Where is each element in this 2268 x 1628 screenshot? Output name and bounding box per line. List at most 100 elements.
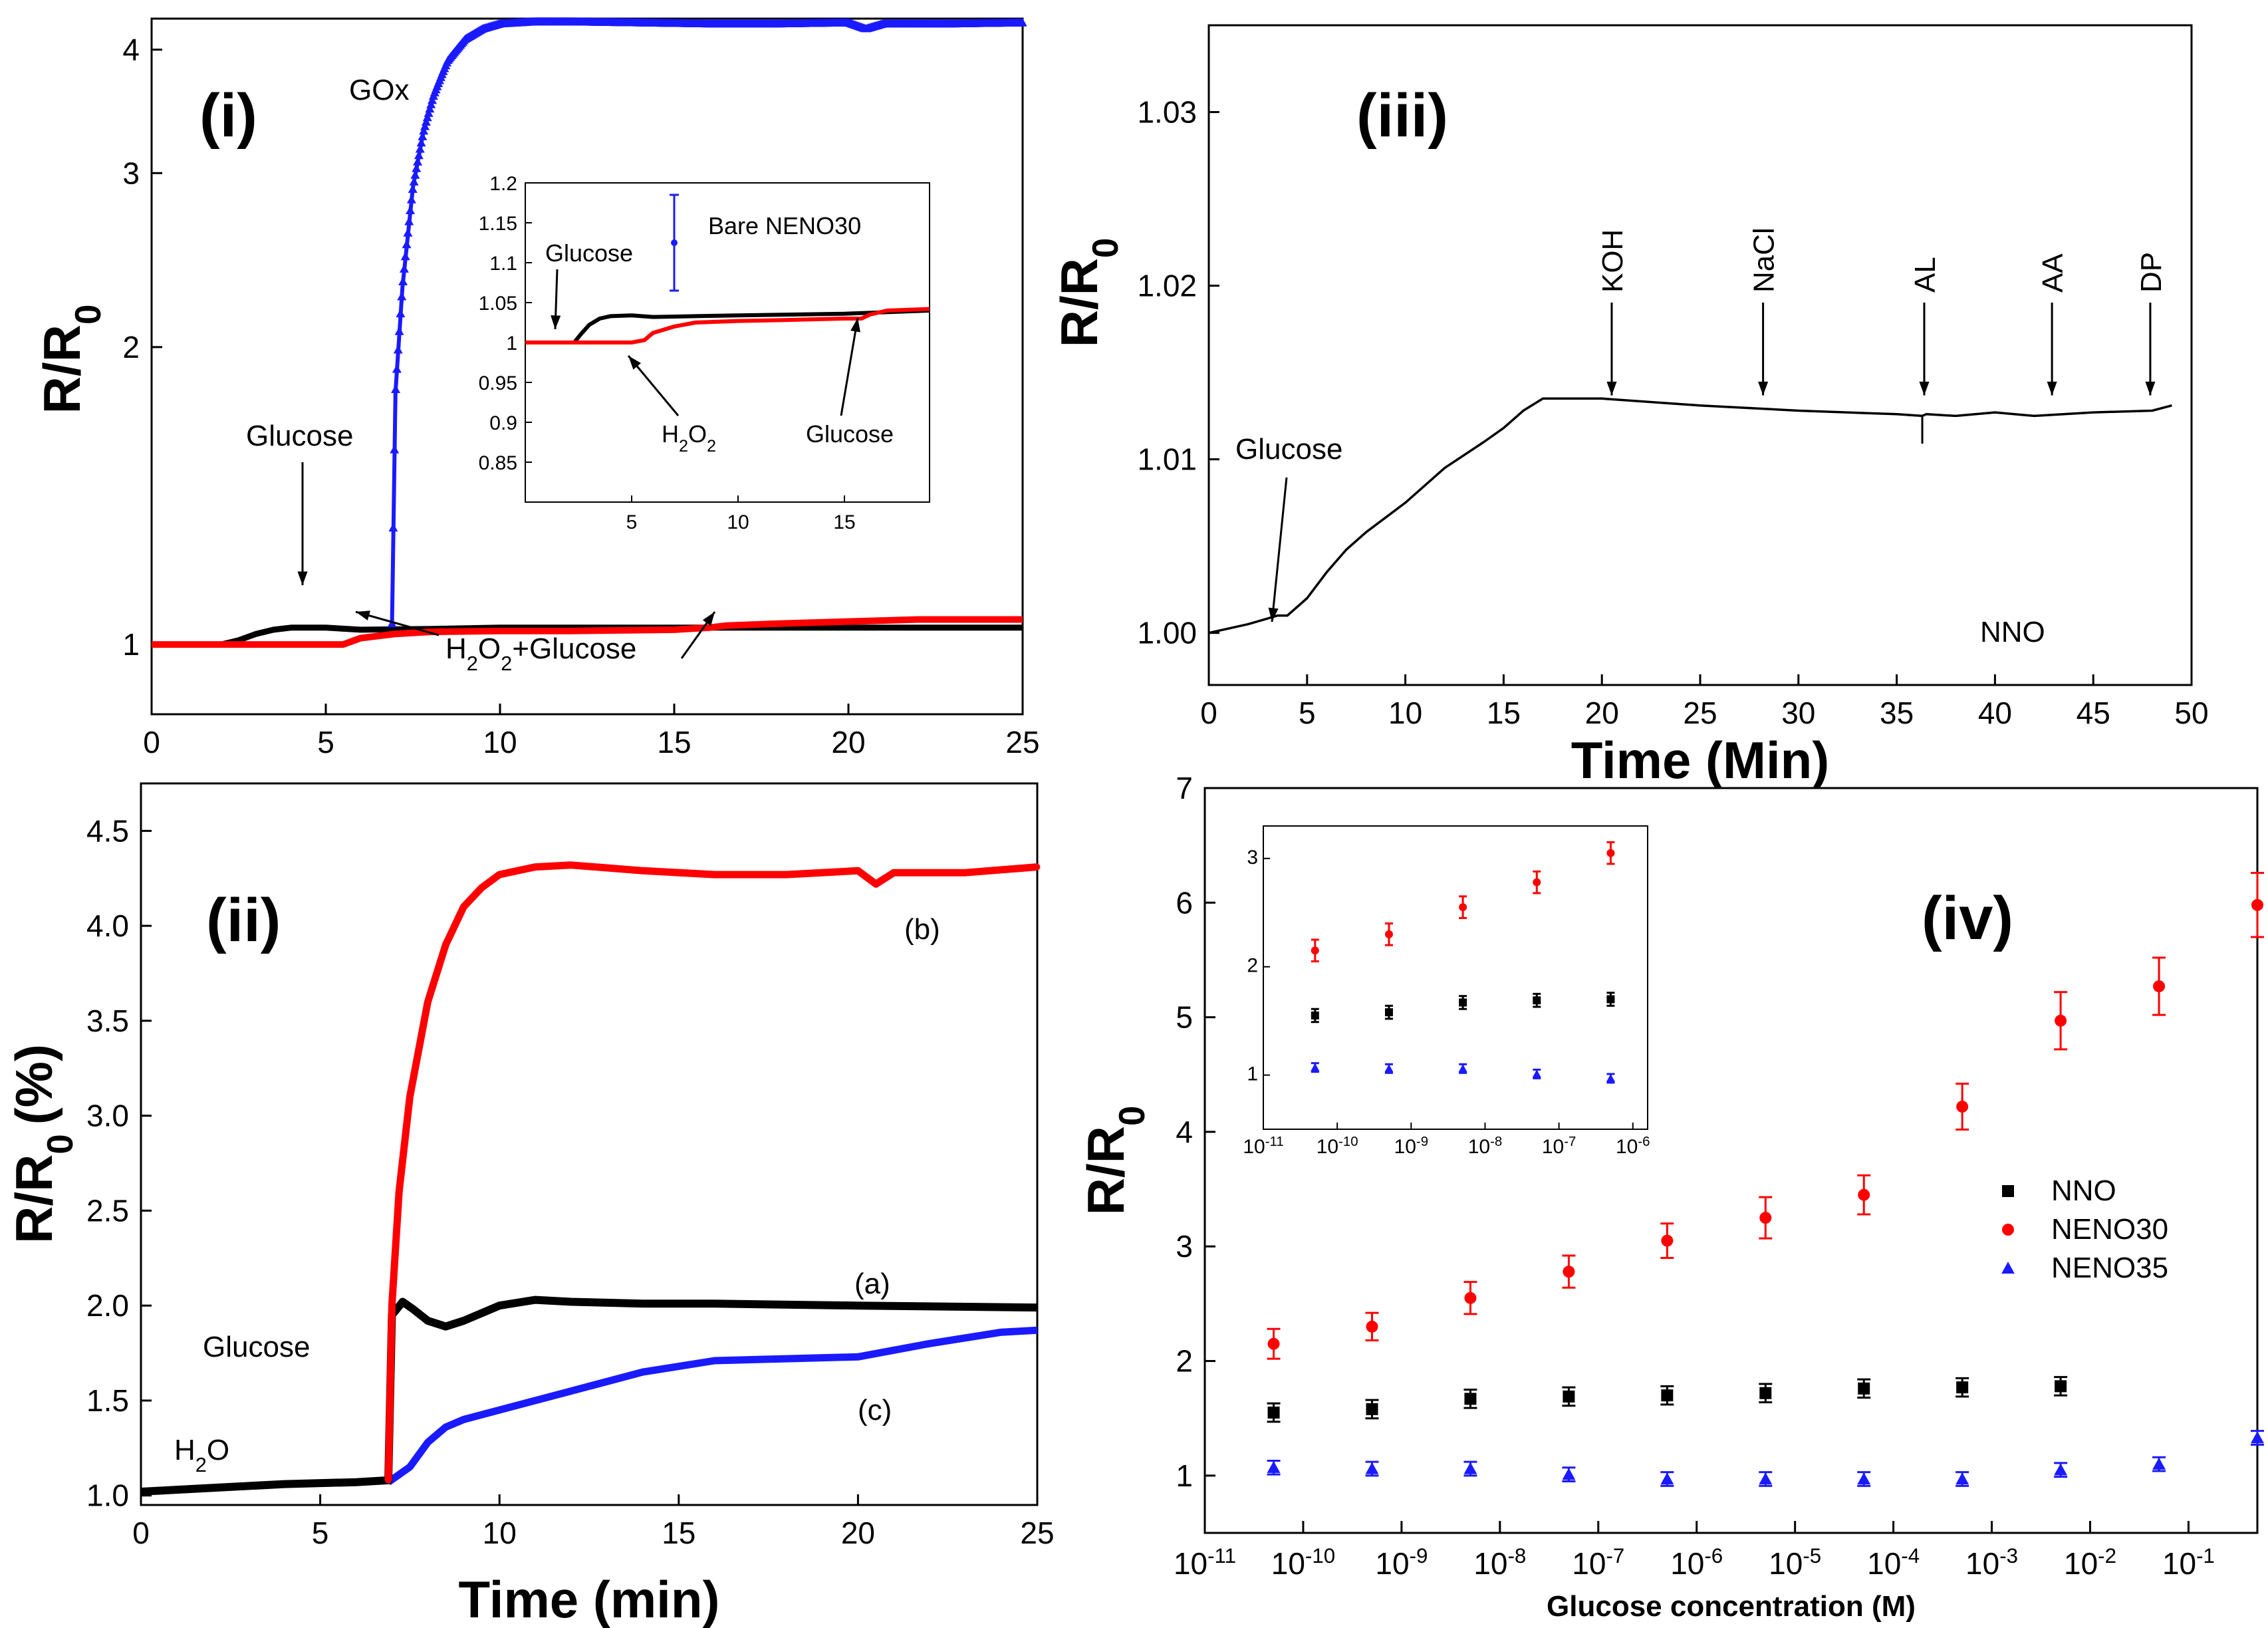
- panel-i-series-gox-marker: [394, 327, 404, 335]
- panel-i-series-gox-marker: [415, 144, 425, 153]
- panel-ii-xtick-label: 5: [312, 1516, 329, 1550]
- panel-ii-ytick-label: 2.5: [86, 1193, 129, 1228]
- panel-iv-NENO30-point: [2251, 898, 2263, 911]
- panel-ii-series-b-marker: [418, 1030, 426, 1037]
- panel-iv-xtick-exp: -8: [1508, 1544, 1527, 1567]
- panel-iv-xtick-label: 10-6: [1670, 1544, 1723, 1581]
- panel-iii-ylabel-sub: 0: [1085, 238, 1126, 258]
- panel-i-series-gox-marker: [400, 251, 410, 261]
- panel-i-inset-ytick-label: 1.05: [479, 293, 517, 315]
- panel-ii-series-b-marker: [415, 1047, 422, 1055]
- panel-i-inset-glucose-left-arrow-head: [551, 315, 561, 329]
- panel-iv-ytick-label: 6: [1176, 885, 1193, 920]
- panel-iv-xtick-base: 10: [1965, 1546, 1999, 1581]
- panel-ii-ylabel-unit: (%): [5, 1044, 63, 1125]
- panel-iv-NENO30-point: [1464, 1291, 1477, 1304]
- panel-iv-inset-NNO-point: [1533, 996, 1541, 1005]
- panel-iv-ytick-label: 1: [1176, 1458, 1193, 1493]
- panel-iv-frame: [1203, 787, 2259, 1534]
- panel-iv: 10-11 10-10 10-9 10-8 10-7 10-6 10-5 10-4 10-3 10…: [1076, 771, 2264, 1623]
- panel-iv-xtick-label: 10-11: [1174, 1544, 1236, 1581]
- panel-iv-NENO30-point: [1267, 1337, 1280, 1350]
- panel-iv-NENO30-point: [1956, 1101, 1969, 1113]
- panel-i-series-gox-marker: [421, 117, 431, 126]
- panel-iii-xtick-label: 45: [2077, 696, 2110, 730]
- panel-iv-inset-NENO35-point: [1311, 1063, 1320, 1071]
- panel-iv-NENO35-point: [1562, 1468, 1576, 1480]
- panel-iii-dp-arrow-head: [2145, 381, 2156, 396]
- panel-iv-xtick-label: 10-9: [1375, 1544, 1428, 1581]
- panel-ii-ytick-label: 3.0: [86, 1099, 129, 1133]
- panel-iv-inset-NNO-point: [1459, 998, 1467, 1007]
- panel-ii-series-a: [140, 1295, 1038, 1496]
- panel-iii-ytick-label: 1.01: [1137, 442, 1197, 477]
- panel-iii-koh-label: KOH: [1596, 229, 1629, 293]
- panel-ii-series-b-marker: [391, 1256, 398, 1264]
- panel-iii-xtick-label: 20: [1585, 696, 1619, 730]
- panel-iv-NNO-point: [1858, 1382, 1870, 1395]
- panel-iv-inset-NNO-point: [1606, 995, 1615, 1004]
- panel-iv-ytick-label: 5: [1176, 1000, 1193, 1035]
- panel-iii-series-nno: [1208, 397, 2172, 634]
- panel-iv-NENO30-point: [1759, 1212, 1772, 1224]
- panel-i-h2o2-label: H2O2+Glucose: [445, 632, 636, 675]
- panel-i-series-gox-marker: [402, 239, 412, 249]
- panel-ii-series-b-marker: [406, 1093, 414, 1101]
- panel-i-inset-ytick-label: 1.2: [489, 173, 517, 195]
- panel-iv-legend-label: NENO35: [2051, 1252, 2168, 1284]
- panel-iv-inset-xtick-base: 10: [1616, 1136, 1638, 1158]
- panel-iv-inset-xtick-label: 10-8: [1468, 1135, 1503, 1158]
- panel-iv-xtick-base: 10: [1867, 1546, 1901, 1581]
- panel-iv-NNO-point: [1563, 1390, 1575, 1403]
- panel-ii-series-b-marker: [386, 1424, 393, 1432]
- panel-iv-legend-label: NNO: [2051, 1174, 2116, 1207]
- panel-i-ytick-label: 4: [122, 33, 140, 67]
- panel-iv-xtick-label: 10-8: [1473, 1544, 1526, 1581]
- panel-iv-inset-xtick-base: 10: [1468, 1136, 1490, 1158]
- panel-ii-series-b-marker: [413, 1059, 420, 1066]
- panel-iv-inset-NENO30-point: [1533, 878, 1541, 886]
- panel-i-series-gox-marker: [399, 264, 409, 273]
- panel-ii-xtick-label: 20: [841, 1516, 875, 1550]
- panel-iv-xtick-base: 10: [1271, 1546, 1305, 1581]
- panel-i-inset-h2o2-arrow-head: [628, 356, 642, 370]
- panel-iv-inset-xtick-base: 10: [1394, 1136, 1416, 1158]
- panel-iv-title: (iv): [1922, 884, 2013, 952]
- panel-iv-NNO-point: [1267, 1407, 1280, 1419]
- panel-iv-xtick-base: 10: [2064, 1546, 2098, 1581]
- panel-iv-xtick-exp: -6: [1704, 1544, 1723, 1567]
- panel-i-ytick-label: 1: [122, 627, 140, 662]
- panel-i-xtick-label: 10: [483, 725, 517, 759]
- panel-i-inset-series-h2o2: [525, 307, 930, 344]
- panel-i-inset-glucose-right: Glucose: [806, 420, 894, 448]
- panel-iii-ylabel-main: R/R: [1050, 258, 1108, 347]
- panel-i-series-gox-marker: [387, 618, 397, 628]
- panel-iii-xtick-label: 40: [1978, 696, 2012, 730]
- panel-ii-xlabel: Time (min): [459, 1570, 720, 1628]
- panel-iv-NENO35-point: [2152, 1457, 2166, 1470]
- panel-i-inset: 5 10 15 0.85 0.9 0.95 1 1.05 1.1 1.15 1.2 Bare NENO…: [479, 173, 930, 533]
- panel-iv-NENO30-point: [2055, 1014, 2067, 1027]
- inset-h2o2-h: H: [662, 420, 679, 448]
- panel-ii-label-c: (c): [858, 1394, 892, 1426]
- panel-iv-NENO35-point: [2054, 1463, 2068, 1476]
- panel-ii-series-b-marker: [398, 1169, 405, 1176]
- panel-iv-inset-xtick-exp: -8: [1490, 1135, 1502, 1149]
- panel-i-xtick-label: 15: [657, 725, 691, 759]
- panel-iv-inset-NENO35-point: [1384, 1064, 1394, 1073]
- panel-iv-NNO-point: [1366, 1403, 1378, 1415]
- panel-i-inset-glucose-left: Glucose: [545, 239, 633, 267]
- panel-ii-title: (ii): [206, 886, 281, 954]
- panel-i-ylabel: R/R0: [33, 305, 108, 414]
- panel-iv-inset-NENO30-point: [1311, 946, 1319, 955]
- panel-ii-series-b-marker: [390, 1274, 398, 1281]
- panel-i-inset-h2o2-label: H2O2: [662, 420, 716, 456]
- panel-i-inset-xtick-label: 10: [727, 511, 749, 533]
- panel-ii-series-b-marker: [400, 1150, 407, 1157]
- panel-ii-series-b-marker: [408, 1087, 415, 1095]
- panel-i-inset-ytick-label: 0.9: [489, 412, 517, 434]
- panel-iv-inset-ytick-label: 1: [1247, 1063, 1258, 1085]
- panel-iv-xtick-exp: -2: [2098, 1544, 2116, 1567]
- panel-iv-NENO30-point: [1661, 1234, 1674, 1247]
- panel-ii-series-b-marker: [422, 1014, 429, 1021]
